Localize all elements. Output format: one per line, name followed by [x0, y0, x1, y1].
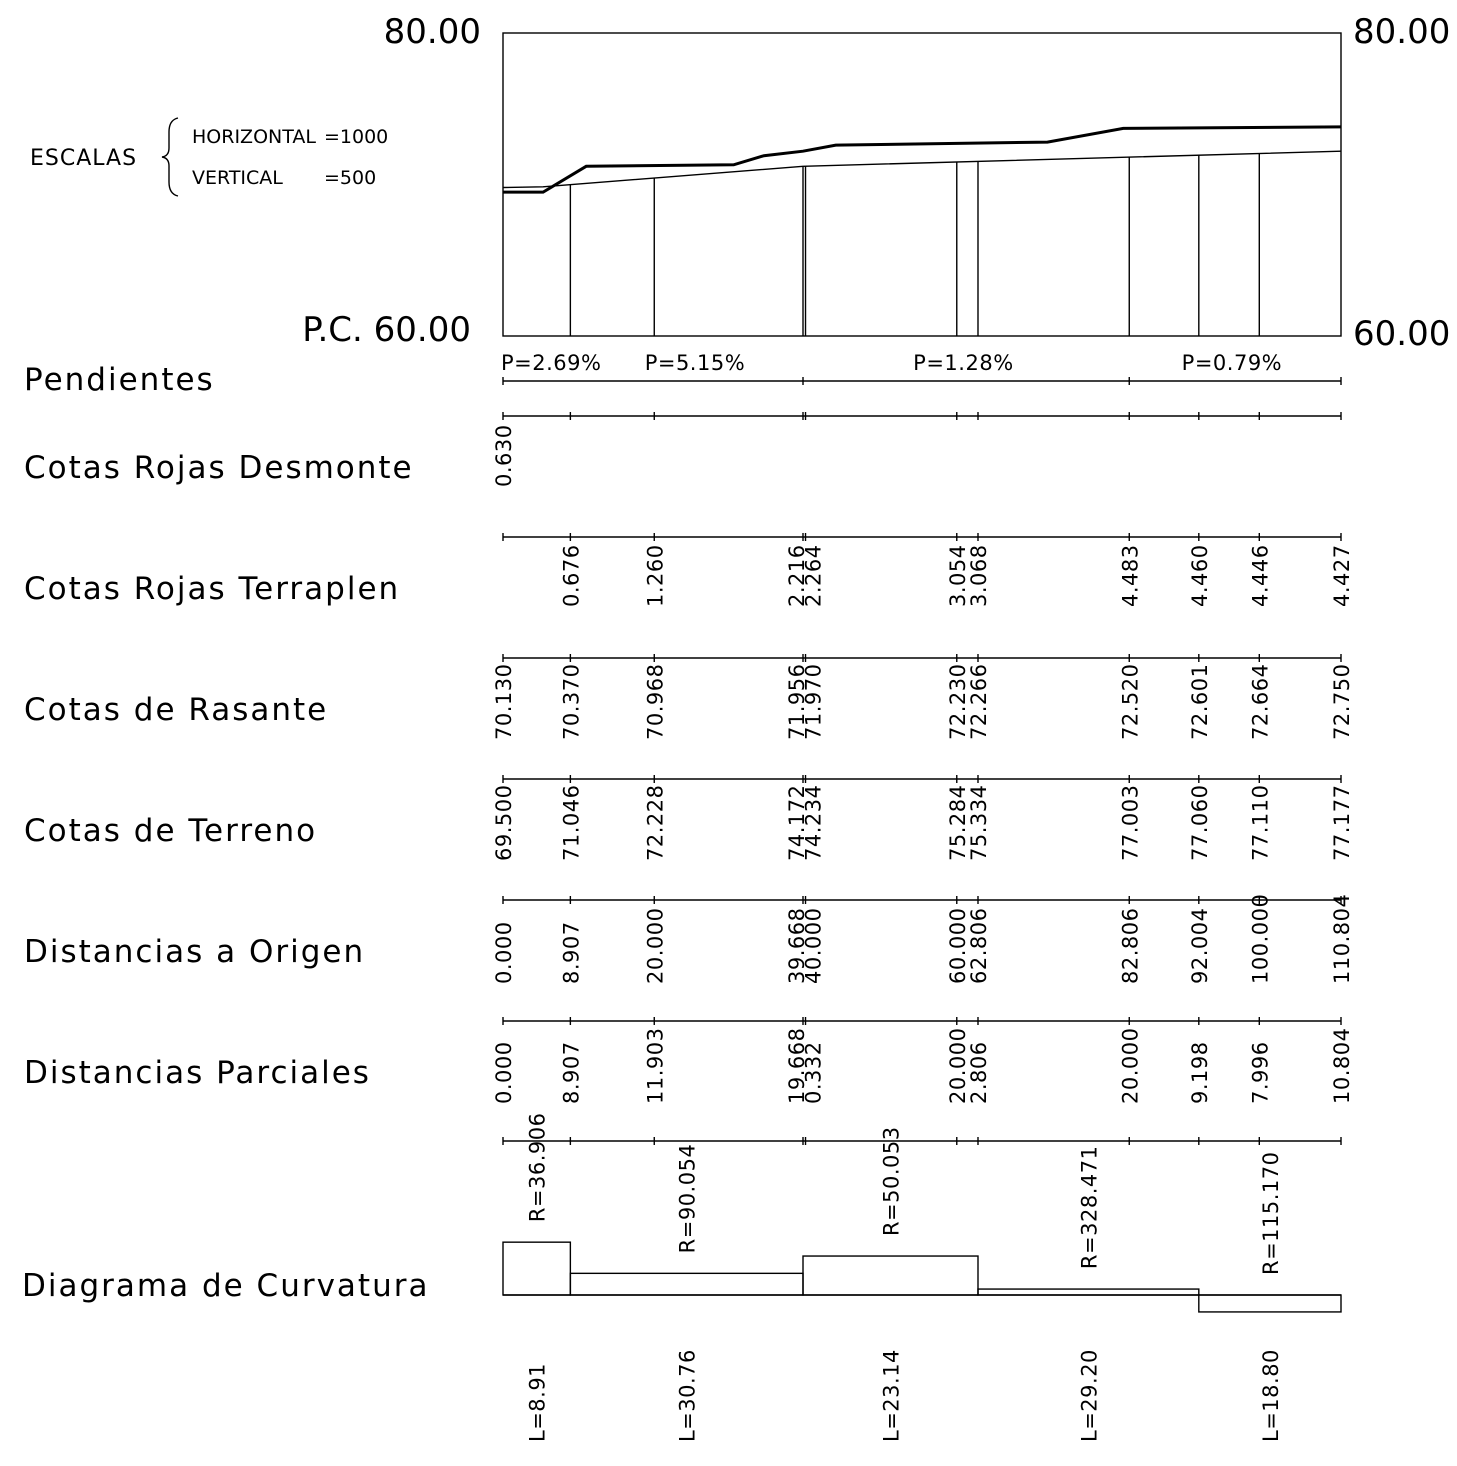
terreno-value: 72.228	[643, 785, 667, 861]
parciales-value: 0.332	[802, 1041, 826, 1104]
origen-value: 92.004	[1188, 908, 1212, 984]
terraplen-value: 0.676	[559, 544, 583, 607]
parciales-value: 2.806	[967, 1041, 991, 1104]
rasante-value: 71.956	[785, 664, 809, 740]
slope-label: P=5.15%	[645, 351, 745, 375]
rasante-value: 71.970	[802, 664, 826, 740]
slope-label: P=2.69%	[501, 351, 601, 375]
reference-plane-label: P.C. 60.00	[302, 310, 471, 350]
parciales-value: 10.804	[1330, 1028, 1354, 1104]
profile-lines	[502, 125, 1342, 336]
origen-value: 8.907	[559, 921, 583, 984]
curvature-length-label: L=29.20	[1077, 1349, 1101, 1442]
terraplen-value: 1.260	[643, 544, 667, 607]
terraplen-value: 4.460	[1188, 544, 1212, 607]
grade-line	[502, 150, 1342, 189]
terraplen-value: 2.264	[802, 544, 826, 607]
parciales-value: 20.000	[946, 1028, 970, 1104]
curvature-length-label: L=18.80	[1259, 1349, 1283, 1442]
row-label-terreno: Cotas de Terreno	[24, 813, 317, 849]
rasante-value: 72.664	[1248, 664, 1272, 740]
scales-brace	[161, 117, 179, 197]
parciales-value: 0.000	[492, 1041, 516, 1104]
curvature-length-label: L=8.91	[526, 1363, 550, 1442]
origen-value: 20.000	[643, 908, 667, 984]
curvature-length-label: L=23.14	[880, 1349, 904, 1442]
curvature-radius-label: R=36.906	[526, 1112, 550, 1222]
terreno-value: 77.003	[1118, 785, 1142, 861]
terreno-value: 77.177	[1330, 785, 1354, 861]
vertical-scale-label: VERTICAL	[192, 167, 283, 189]
bottom-right-elevation: 60.00	[1353, 314, 1450, 354]
terraplen-value: 4.446	[1248, 544, 1272, 607]
parciales-value: 7.996	[1248, 1041, 1272, 1104]
horizontal-scale-label: HORIZONTAL	[192, 126, 316, 148]
curvature-radius-label: R=90.054	[676, 1144, 700, 1254]
row-label-origen: Distancias a Origen	[24, 934, 365, 970]
rasante-value: 72.230	[946, 664, 970, 740]
slope-label: P=1.28%	[913, 351, 1013, 375]
rasante-value: 72.750	[1330, 664, 1354, 740]
terreno-value: 77.110	[1248, 785, 1272, 861]
terreno-value: 75.334	[967, 785, 991, 861]
desmonte-value: 0.630	[492, 424, 516, 487]
terrain-line	[503, 125, 1342, 194]
parciales-value: 8.907	[559, 1041, 583, 1104]
terraplen-value: 4.483	[1118, 544, 1142, 607]
origen-value: 82.806	[1118, 908, 1142, 984]
profile-frame	[502, 32, 1342, 337]
curvature-length-label: L=30.76	[676, 1349, 700, 1442]
horizontal-scale-value: =1000	[324, 126, 388, 148]
rasante-value: 72.601	[1188, 664, 1212, 740]
terreno-value: 71.046	[559, 785, 583, 861]
row-label-terraplen: Cotas Rojas Terraplen	[24, 571, 400, 607]
rasante-value: 72.266	[967, 664, 991, 740]
curvature-block	[502, 1241, 572, 1296]
curvature-block	[569, 1272, 804, 1296]
row-label-curvatura: Diagrama de Curvatura	[22, 1268, 429, 1304]
curvature-block	[1198, 1294, 1342, 1313]
row-label-parciales: Distancias Parciales	[24, 1055, 371, 1091]
terreno-value: 69.500	[492, 785, 516, 861]
origen-value: 40.000	[802, 908, 826, 984]
terraplen-value: 3.068	[967, 544, 991, 607]
curvature-radius-label: R=115.170	[1259, 1151, 1283, 1275]
origen-value: 110.804	[1330, 894, 1354, 984]
curvature-radius-label: R=50.053	[880, 1126, 904, 1236]
data-bands: P=2.69% P=5.15% P=1.28% P=0.79% 0.630 0.676 1.…	[492, 351, 1354, 1145]
top-left-elevation: 80.00	[384, 12, 481, 52]
rasante-value: 70.130	[492, 664, 516, 740]
curvature-radius-label: R=328.471	[1077, 1146, 1101, 1270]
terreno-value: 74.234	[802, 785, 826, 861]
origen-value: 39.668	[785, 908, 809, 984]
rasante-value: 70.968	[643, 664, 667, 740]
terreno-value: 75.284	[946, 785, 970, 861]
row-label-desmonte: Cotas Rojas Desmonte	[24, 450, 414, 486]
rasante-value: 70.370	[559, 664, 583, 740]
origen-value: 62.806	[967, 908, 991, 984]
rasante-value: 72.520	[1118, 664, 1142, 740]
vertical-scale-value: =500	[324, 167, 376, 189]
origen-value: 60.000	[946, 908, 970, 984]
terraplen-value: 4.427	[1330, 544, 1354, 607]
curvature-diagram: R=36.906 L=8.91 R=90.054 L=30.76 R=50.053 L=2…	[502, 1112, 1342, 1442]
terreno-value: 74.172	[785, 785, 809, 861]
origen-value: 100.000	[1248, 894, 1272, 984]
scales-title: ESCALAS	[30, 146, 137, 171]
origen-value: 0.000	[492, 921, 516, 984]
row-label-rasante: Cotas de Rasante	[24, 692, 328, 728]
row-label-pendientes: Pendientes	[24, 362, 215, 398]
top-right-elevation: 80.00	[1353, 12, 1450, 52]
terraplen-value: 3.054	[946, 544, 970, 607]
terraplen-value: 2.216	[785, 544, 809, 607]
parciales-value: 11.903	[643, 1028, 667, 1104]
curvature-block	[977, 1288, 1200, 1296]
parciales-value: 19.668	[785, 1028, 809, 1104]
slope-label: P=0.79%	[1182, 351, 1282, 375]
parciales-value: 20.000	[1118, 1028, 1142, 1104]
parciales-value: 9.198	[1188, 1041, 1212, 1104]
curvature-block	[802, 1255, 979, 1296]
terreno-value: 77.060	[1188, 785, 1212, 861]
